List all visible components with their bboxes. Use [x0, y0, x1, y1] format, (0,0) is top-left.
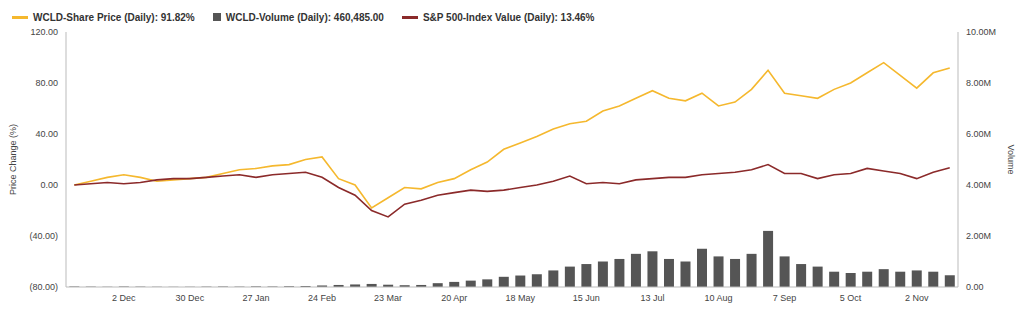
svg-text:6.00M: 6.00M	[966, 129, 991, 139]
svg-text:Volume: Volume	[1006, 144, 1016, 174]
svg-text:30 Dec: 30 Dec	[176, 293, 205, 303]
svg-text:(80.00): (80.00)	[29, 282, 58, 292]
svg-text:2 Nov: 2 Nov	[905, 293, 929, 303]
svg-text:20 Apr: 20 Apr	[441, 293, 467, 303]
svg-text:7 Sep: 7 Sep	[773, 293, 797, 303]
svg-text:10 Aug: 10 Aug	[704, 293, 732, 303]
svg-text:18 May: 18 May	[506, 293, 536, 303]
svg-text:80.00: 80.00	[35, 78, 58, 88]
svg-text:15 Jun: 15 Jun	[573, 293, 600, 303]
svg-text:23 Mar: 23 Mar	[374, 293, 402, 303]
svg-text:5 Oct: 5 Oct	[840, 293, 862, 303]
svg-text:4.00M: 4.00M	[966, 180, 991, 190]
svg-text:10.00M: 10.00M	[966, 27, 996, 37]
svg-text:0.00: 0.00	[966, 282, 984, 292]
svg-text:40.00: 40.00	[35, 129, 58, 139]
svg-text:(40.00): (40.00)	[29, 231, 58, 241]
svg-text:2.00M: 2.00M	[966, 231, 991, 241]
svg-text:Price Change (%): Price Change (%)	[8, 124, 18, 195]
svg-text:120.00: 120.00	[30, 27, 58, 37]
svg-text:8.00M: 8.00M	[966, 78, 991, 88]
html-text:WCLD-Share Price (Daily): 91.8: WCLD-Share Price (Daily): 91.82%	[33, 11, 195, 23]
svg-text:24 Feb: 24 Feb	[308, 293, 336, 303]
svg-text:27 Jan: 27 Jan	[242, 293, 269, 303]
svg-text:0.00: 0.00	[40, 180, 58, 190]
svg-text:2 Dec: 2 Dec	[112, 293, 136, 303]
html-text:S&P 500-Index Value (Daily): 1: S&P 500-Index Value (Daily): 13.46%	[422, 11, 595, 23]
svg-text:13 Jul: 13 Jul	[640, 293, 664, 303]
html-text:WCLD-Volume (Daily): 460,485.0: WCLD-Volume (Daily): 460,485.00	[225, 11, 384, 23]
